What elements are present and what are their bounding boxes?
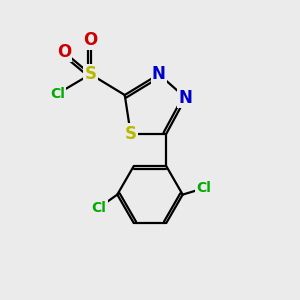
Text: N: N <box>152 65 166 83</box>
Text: O: O <box>57 43 71 61</box>
Text: O: O <box>83 31 98 49</box>
Text: Cl: Cl <box>196 181 211 195</box>
Text: Cl: Cl <box>50 86 65 100</box>
Text: N: N <box>179 89 193 107</box>
Text: S: S <box>125 125 137 143</box>
Text: S: S <box>85 65 97 83</box>
Text: Cl: Cl <box>92 200 106 214</box>
